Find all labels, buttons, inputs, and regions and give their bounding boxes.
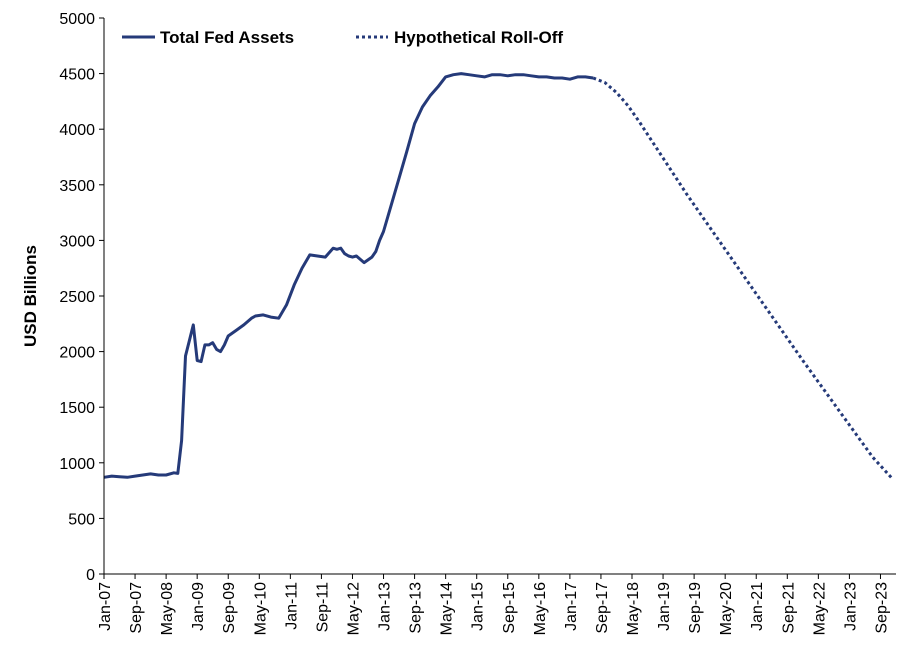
y-tick-label: 4500 xyxy=(59,67,95,84)
y-axis-title: USD Billions xyxy=(21,245,40,347)
x-tick-label: Sep-23 xyxy=(873,582,890,634)
x-tick-label: May-14 xyxy=(439,582,456,635)
plot-area xyxy=(103,72,894,480)
x-tick-label: Sep-09 xyxy=(221,582,238,634)
x-tick-label: May-20 xyxy=(718,582,735,635)
x-tick-label: Sep-15 xyxy=(501,582,518,634)
y-tick-label: 5000 xyxy=(59,11,95,28)
x-tick-label: Sep-11 xyxy=(314,582,331,633)
y-axis: 0 500 1000 1500 2000 2500 3000 3500 4000 4500 5000 xyxy=(59,11,105,584)
series-line-total-fed-assets xyxy=(103,72,594,479)
x-tick-label: Jan-07 xyxy=(97,582,114,631)
y-tick-label: 3500 xyxy=(59,178,95,195)
legend-label-total-fed-assets: Total Fed Assets xyxy=(160,28,294,47)
y-tick-label: 4000 xyxy=(59,122,95,139)
x-tick-label: Sep-19 xyxy=(687,582,704,634)
y-tick-label: 2000 xyxy=(59,345,95,362)
x-tick-label: Jan-11 xyxy=(283,582,300,630)
series-line-hypothetical-roll-off xyxy=(592,76,894,480)
x-tick-label: May-08 xyxy=(159,582,176,635)
y-tick-label: 1000 xyxy=(59,456,95,473)
x-tick-label: May-10 xyxy=(252,582,269,635)
x-tick-label: Jan-23 xyxy=(842,582,859,631)
legend-label-hypothetical-roll-off: Hypothetical Roll-Off xyxy=(394,28,563,47)
x-tick-label: Jan-19 xyxy=(656,582,673,631)
x-tick-label: May-18 xyxy=(625,582,642,635)
x-tick-label: Sep-07 xyxy=(128,582,145,634)
x-tick-label: May-22 xyxy=(811,582,828,635)
x-tick-label: May-12 xyxy=(345,582,362,635)
x-tick-label: Jan-13 xyxy=(377,582,394,631)
x-tick-label: Sep-21 xyxy=(780,582,797,634)
y-tick-label: 1500 xyxy=(59,400,95,417)
x-tick-label: Jan-21 xyxy=(749,582,766,631)
y-tick-label: 2500 xyxy=(59,289,95,306)
x-tick-label: Sep-17 xyxy=(594,582,611,634)
x-tick-label: Sep-13 xyxy=(408,582,425,634)
x-tick-label: Jan-17 xyxy=(563,582,580,631)
legend: Total Fed Assets Hypothetical Roll-Off xyxy=(122,28,563,47)
y-tick-label: 3000 xyxy=(59,233,95,250)
x-axis: Jan-07 Sep-07 May-08 Jan-09 Sep-09 May-10 Jan-… xyxy=(97,573,896,635)
x-tick-label: May-16 xyxy=(532,582,549,635)
x-tick-label: Jan-09 xyxy=(190,582,207,631)
y-tick-label: 500 xyxy=(68,511,95,528)
x-tick-label: Jan-15 xyxy=(470,582,487,631)
y-tick-label: 0 xyxy=(86,567,95,584)
